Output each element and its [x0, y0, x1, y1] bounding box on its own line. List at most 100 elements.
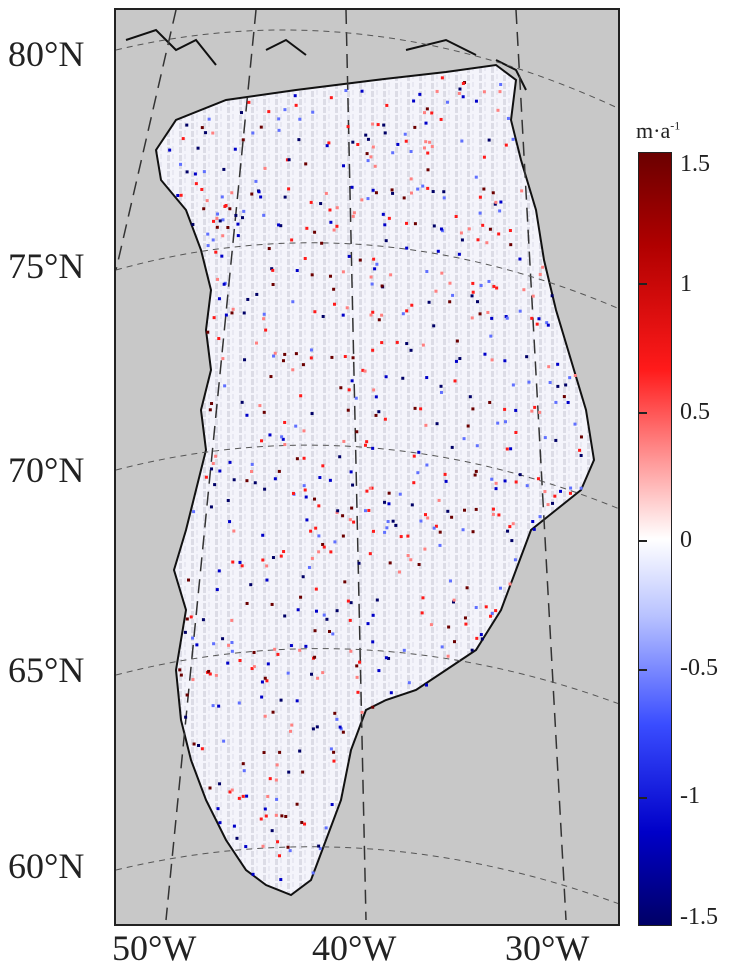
change-point [371, 122, 375, 126]
change-point [388, 561, 392, 565]
change-point [287, 187, 291, 191]
change-point [457, 252, 461, 256]
change-point [548, 380, 552, 384]
change-point [217, 569, 221, 573]
change-point [389, 691, 393, 695]
change-point [266, 662, 270, 666]
change-point [294, 352, 298, 356]
change-point [226, 225, 230, 229]
change-point [241, 138, 245, 142]
change-point [538, 515, 542, 519]
change-point [222, 739, 226, 743]
change-point [185, 123, 189, 127]
change-point [461, 528, 465, 532]
change-point [569, 486, 573, 490]
change-point [545, 321, 549, 325]
change-point [345, 306, 349, 310]
change-point [280, 814, 284, 818]
change-point [503, 479, 507, 483]
change-point [432, 324, 436, 328]
change-point [535, 322, 539, 326]
change-point [232, 824, 236, 828]
change-point [231, 307, 235, 311]
change-point [457, 91, 461, 95]
change-point [385, 103, 389, 107]
change-point [474, 99, 478, 103]
change-point [245, 413, 249, 417]
change-point [536, 477, 540, 481]
change-point [301, 363, 305, 367]
change-point [271, 556, 275, 560]
change-point [258, 404, 262, 408]
change-point [341, 313, 345, 317]
change-point [236, 234, 240, 238]
change-point [508, 229, 512, 233]
change-point [385, 526, 389, 530]
change-point [192, 742, 196, 746]
change-point [556, 384, 560, 388]
change-point [202, 170, 206, 174]
change-point [504, 315, 508, 319]
change-point [366, 197, 370, 201]
change-point [344, 89, 348, 93]
change-point [462, 437, 466, 441]
change-point [338, 725, 342, 729]
change-point [434, 524, 438, 528]
change-point [332, 759, 336, 763]
change-point [218, 219, 222, 223]
change-point [451, 293, 455, 297]
change-point [241, 216, 245, 220]
change-point [352, 520, 356, 524]
change-point [265, 578, 269, 582]
change-point [439, 390, 443, 394]
change-point [311, 871, 315, 875]
change-point [451, 600, 455, 604]
change-point [460, 139, 464, 143]
change-point [461, 95, 465, 99]
change-point [206, 330, 210, 334]
change-point [488, 400, 492, 404]
change-point [346, 125, 350, 129]
change-point [383, 131, 387, 135]
change-point [280, 435, 284, 439]
change-point [316, 676, 320, 680]
change-point [202, 207, 206, 211]
change-point [310, 412, 314, 416]
change-point [228, 460, 232, 464]
change-point [484, 605, 488, 609]
change-point [543, 490, 547, 494]
change-point [461, 81, 465, 85]
change-point [493, 202, 497, 206]
change-point [413, 222, 417, 226]
change-point [270, 267, 274, 271]
change-point [394, 523, 398, 527]
change-point [511, 522, 515, 526]
change-point [315, 725, 319, 729]
change-point [206, 244, 210, 248]
change-point [426, 168, 430, 172]
change-point [355, 664, 359, 668]
change-point [290, 723, 294, 727]
change-point [250, 667, 254, 671]
change-point [260, 695, 264, 699]
change-point [322, 545, 326, 549]
change-point [342, 439, 346, 443]
change-point [309, 200, 313, 204]
change-point [380, 341, 384, 345]
change-point [321, 542, 325, 546]
change-point [371, 613, 375, 617]
change-point [304, 644, 308, 648]
change-point [573, 373, 577, 377]
change-point [217, 297, 221, 301]
change-point [311, 110, 315, 114]
change-point [217, 337, 221, 341]
change-point [531, 294, 535, 298]
change-point [277, 469, 281, 473]
change-point [497, 232, 501, 236]
change-point [508, 525, 512, 529]
change-point [335, 206, 339, 210]
change-point [452, 640, 456, 644]
change-point [287, 770, 291, 774]
change-point [380, 284, 384, 288]
change-point [402, 648, 406, 652]
